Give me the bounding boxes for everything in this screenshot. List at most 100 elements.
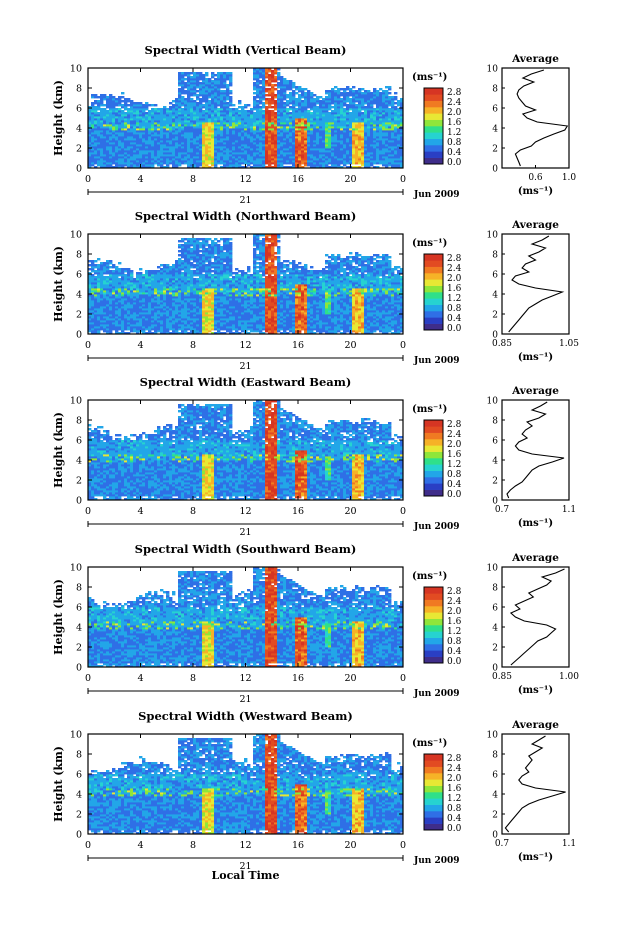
heatmap-cell <box>214 78 217 80</box>
heatmap-cell <box>289 112 292 114</box>
heatmap-cell <box>265 106 268 108</box>
heatmap-cell <box>145 102 148 104</box>
x-tick-label: 0 <box>85 174 91 185</box>
heatmap-cell <box>289 106 292 108</box>
heatmap-cell <box>388 86 391 88</box>
colorbar-tick-label: 1.2 <box>447 128 461 138</box>
heatmap-cell <box>205 78 208 80</box>
heatmap-cell <box>298 94 301 96</box>
heatmap-cell <box>310 92 313 94</box>
profile-y-tick-label: 4 <box>492 125 498 135</box>
colorbar-tick-label: 0.4 <box>447 148 462 158</box>
heatmap-cell <box>124 98 127 100</box>
heatmap-cell <box>205 72 208 74</box>
heatmap-cell <box>343 108 346 110</box>
y-tick-label: 8 <box>76 84 82 95</box>
heatmap-cell <box>103 94 106 96</box>
colorbar <box>424 88 443 164</box>
heatmap-cell <box>175 98 178 100</box>
heatmap-cell <box>217 72 220 74</box>
heatmap-cell <box>226 84 229 86</box>
heatmap-cell <box>328 112 331 114</box>
heatmap-cell <box>301 88 304 90</box>
heatmap-cell <box>271 84 274 86</box>
heatmap-cell <box>184 78 187 80</box>
heatmap-cell <box>376 90 379 92</box>
heatmap-cell <box>250 108 253 110</box>
heatmap-cell <box>106 96 109 98</box>
heatmap-cell <box>358 88 361 90</box>
heatmap-cell <box>265 98 268 100</box>
heatmap-cell <box>289 80 292 82</box>
heatmap-cell <box>121 92 124 94</box>
heatmap-cell <box>349 98 352 100</box>
heatmap-cell <box>367 90 370 92</box>
heatmap-cell <box>274 94 277 96</box>
heatmap-cell <box>355 104 358 106</box>
profile-x-tick-label: 0.6 <box>528 173 543 183</box>
heatmap-cell <box>145 112 148 114</box>
profile-y-tick-label: 2 <box>492 145 498 155</box>
colorbar-swatch <box>424 113 443 120</box>
heatmap-cell <box>160 108 163 110</box>
y-axis-label: Height (km) <box>52 80 65 156</box>
heatmap-cell <box>388 96 391 98</box>
x-tick-label: 20 <box>344 174 356 185</box>
panel-1: Spectral Width (Vertical Beam)0246810Hei… <box>52 43 576 206</box>
heatmap-cell <box>106 110 109 112</box>
heatmap-cell <box>316 106 319 108</box>
colorbar-swatch <box>424 88 443 95</box>
heatmap-cell <box>181 72 184 74</box>
heatmap-cell <box>121 100 124 102</box>
profile-y-tick-label: 0 <box>492 165 498 175</box>
heatmap-cell <box>265 80 268 82</box>
colorbar-swatch <box>424 94 443 101</box>
profile-y-tick-label: 10 <box>487 65 499 75</box>
heatmap-cell <box>268 98 271 100</box>
heatmap-cell <box>379 88 382 90</box>
heatmap-cell <box>220 90 223 92</box>
heatmap-cell <box>271 106 274 108</box>
heatmap-cell <box>232 108 235 110</box>
heatmap-cell <box>178 72 181 74</box>
colorbar-swatch <box>424 126 443 133</box>
heatmap-cell <box>343 88 346 90</box>
heatmap-cell <box>307 90 310 92</box>
heatmap-cell <box>334 90 337 92</box>
heatmap-cell <box>154 104 157 106</box>
panel-title: Spectral Width (Northward Beam) <box>135 209 357 223</box>
heatmap-cell <box>94 100 97 102</box>
profile-x-tick-label: 1.0 <box>562 173 577 183</box>
heatmap-cell <box>370 92 373 94</box>
profile-y-tick-label: 8 <box>492 85 498 95</box>
heatmap-cell <box>184 82 187 84</box>
panel-title: Spectral Width (Vertical Beam) <box>145 43 347 57</box>
heatmap-cell <box>352 90 355 92</box>
colorbar-swatch <box>424 101 443 108</box>
heatmap-cell <box>247 104 250 106</box>
heatmap-cell <box>184 72 187 74</box>
heatmap-cell <box>397 100 400 102</box>
heatmap-cell <box>151 108 154 110</box>
y-tick-label: 4 <box>76 124 82 135</box>
colorbar-swatch <box>424 151 443 158</box>
heatmap-cell <box>259 86 262 88</box>
heatmap-cell <box>226 102 229 104</box>
heatmap-cell <box>184 90 187 92</box>
heatmap-cell <box>274 112 277 114</box>
heatmap-cell <box>340 88 343 90</box>
heatmap-cell <box>253 82 256 84</box>
heatmap-cell <box>127 98 130 100</box>
y-tick-label: 0 <box>76 164 82 175</box>
colorbar-tick-label: 0.0 <box>447 158 462 168</box>
heatmap-cell <box>121 104 124 106</box>
heatmap-cell <box>199 72 202 74</box>
x-tick-label: 16 <box>292 174 304 185</box>
colorbar-tick-label: 2.4 <box>447 98 462 108</box>
heatmap-cell <box>196 72 199 74</box>
heatmap-cell <box>286 108 289 110</box>
heatmap-cell <box>304 92 307 94</box>
heatmap-cell <box>274 88 277 90</box>
profile-unit: (ms⁻¹) <box>518 186 553 197</box>
y-tick-label: 2 <box>76 144 82 155</box>
